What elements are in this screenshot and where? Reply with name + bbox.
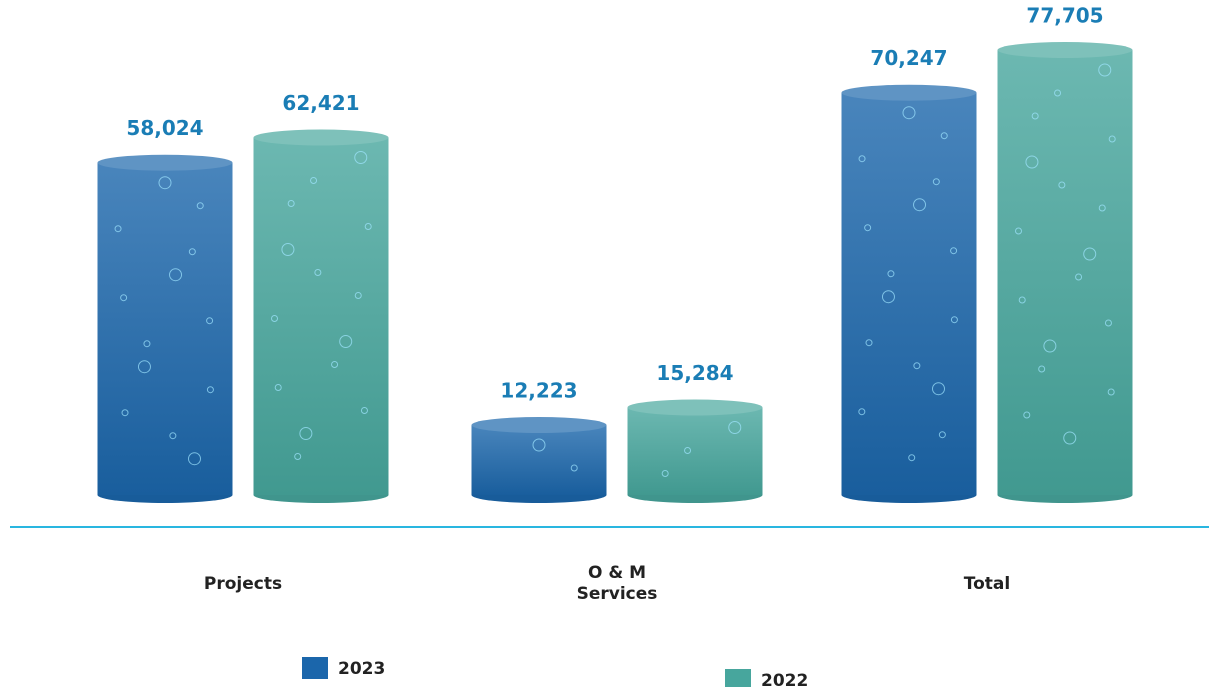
value-label: 58,024 <box>126 116 203 140</box>
x-tick-label: O & M Services <box>567 563 667 605</box>
cylinder-top <box>254 130 389 146</box>
legend-swatch <box>725 669 751 687</box>
bar <box>998 50 1133 495</box>
bar <box>472 425 607 495</box>
value-label: 62,421 <box>282 91 359 115</box>
x-tick-label: Projects <box>193 574 293 595</box>
bar <box>254 138 389 495</box>
value-label: 15,284 <box>656 361 733 385</box>
legend-swatch <box>302 657 328 679</box>
value-label: 70,247 <box>870 46 947 70</box>
legend-label: 2023 <box>338 659 385 679</box>
bar <box>628 407 763 495</box>
cylinder-top <box>472 417 607 433</box>
value-label: 77,705 <box>1026 4 1103 28</box>
bar <box>842 93 977 495</box>
value-label: 12,223 <box>500 379 577 403</box>
cylinder-top <box>842 85 977 101</box>
legend-label: 2022 <box>761 671 808 687</box>
chart: 58,024 62,421 12,223 15,284 70,247 77,705 2023… <box>0 0 1209 687</box>
bar <box>98 163 233 495</box>
cylinder-top <box>998 42 1133 58</box>
cylinder-top <box>98 155 233 171</box>
x-tick-label: Total <box>937 574 1037 595</box>
cylinder-top <box>628 399 763 415</box>
